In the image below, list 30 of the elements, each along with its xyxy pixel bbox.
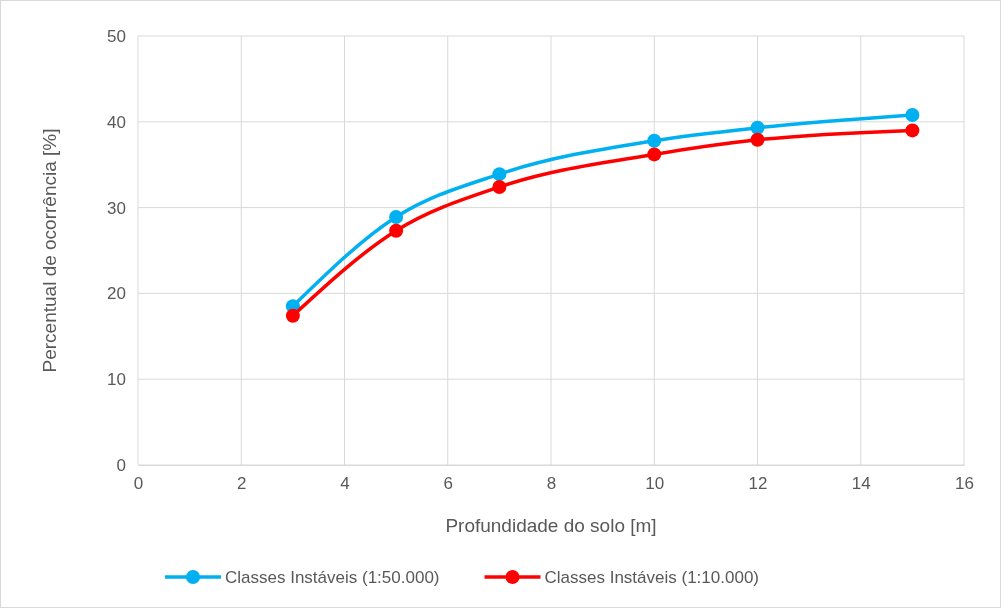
point [750, 132, 765, 147]
point [389, 210, 404, 225]
y-tick-label: 0 [116, 455, 126, 475]
point [492, 167, 507, 182]
x-tick-label: 4 [340, 474, 350, 494]
x-tick-label: 12 [748, 474, 768, 494]
y-axis-title: Percentual de ocorrência [%] [39, 128, 60, 373]
legend-label: Classes Instáveis (1:10.000) [544, 568, 759, 587]
point [647, 133, 662, 148]
y-tick-label: 10 [107, 370, 126, 390]
y-tick-label: 20 [107, 284, 126, 304]
legend-label: Classes Instáveis (1:50.000) [225, 568, 440, 587]
x-tick-label: 16 [955, 474, 974, 494]
point [905, 107, 920, 122]
x-tick-label: 14 [851, 474, 871, 494]
y-tick-label: 40 [107, 112, 126, 132]
y-tick-label: 50 [107, 26, 126, 46]
x-tick-label: 6 [443, 474, 453, 494]
x-tick-label: 2 [237, 474, 247, 494]
x-tick-label: 8 [546, 474, 557, 494]
point [905, 123, 920, 138]
point [285, 308, 300, 323]
x-axis-title: Profundidade do solo [m] [445, 515, 657, 536]
point [647, 147, 662, 162]
point [750, 120, 765, 135]
x-tick-label: 0 [133, 474, 144, 494]
y-tick-label: 30 [107, 198, 126, 218]
x-tick-label: 10 [645, 474, 665, 494]
point [492, 180, 507, 195]
point [389, 223, 404, 238]
